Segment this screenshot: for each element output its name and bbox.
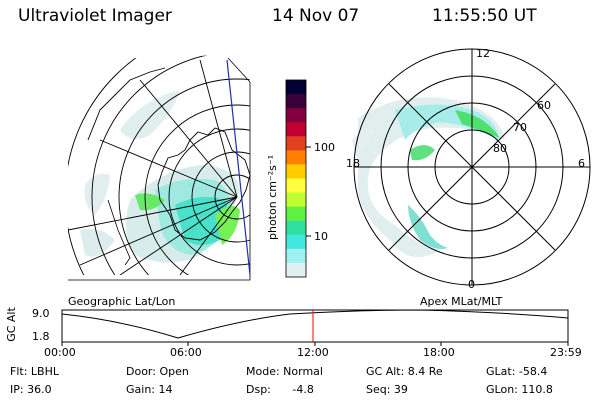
colorbar-segment xyxy=(286,178,306,194)
dsp-status: Dsp: -4.8 xyxy=(246,383,314,396)
timeline-xtick-1800: 18:00 xyxy=(423,346,455,359)
dsp-label: Dsp: xyxy=(246,383,271,396)
filter-status: Flt: LBHL xyxy=(10,365,59,378)
timeline-xtick-2359: 23:59 xyxy=(550,346,582,359)
glat-status: GLat: -58.4 xyxy=(486,365,548,378)
colorbar-segment xyxy=(286,80,306,95)
colorbar-unit-label: photon cm⁻²s⁻¹ xyxy=(266,154,279,240)
graticule-lines xyxy=(68,55,250,275)
colorbar-segment xyxy=(286,234,306,250)
colorbar-segment xyxy=(286,136,306,151)
mode-status: Mode: Normal xyxy=(246,365,323,378)
timeline-ytick-high: 9.0 xyxy=(32,307,50,320)
colorbar-tick-100: 100 xyxy=(314,141,335,154)
colorbar-segment xyxy=(286,206,306,222)
satellite-track-line xyxy=(226,59,251,276)
gc-altitude-timeline xyxy=(61,309,569,346)
coastline-fragment xyxy=(107,199,131,266)
timeline-ylabel: GC Alt xyxy=(4,307,18,342)
coastline xyxy=(157,127,251,241)
colorbar-segment xyxy=(286,164,306,179)
instrument-title: Ultraviolet Imager xyxy=(18,6,172,26)
mlt-diag-2 xyxy=(388,83,556,251)
colorbar-segment xyxy=(286,192,306,208)
mlt-label-18: 18 xyxy=(346,157,360,170)
mlt-label-6: 6 xyxy=(578,157,585,170)
seq-status: Seq: 39 xyxy=(366,383,408,396)
colorbar-segment xyxy=(286,262,306,278)
mlat-label-60: 60 xyxy=(537,99,551,112)
mlt-label-0: 0 xyxy=(468,278,475,291)
mlat-label-80: 80 xyxy=(493,142,507,155)
colorbar-segment xyxy=(286,220,306,236)
colorbar xyxy=(285,79,311,278)
dsp-value: -4.8 xyxy=(292,383,314,396)
ip-status: IP: 36.0 xyxy=(10,383,52,396)
timeline-xtick-0600: 06:00 xyxy=(170,346,202,359)
mlat-label-70: 70 xyxy=(513,121,527,134)
gc-alt-status: GC Alt: 8.4 Re xyxy=(366,365,443,378)
colorbar-segment xyxy=(286,122,306,137)
door-status: Door: Open xyxy=(126,365,189,378)
geographic-panel-label: Geographic Lat/Lon xyxy=(68,295,176,308)
timeline-xtick-0000: 00:00 xyxy=(44,346,76,359)
colorbar-segment xyxy=(286,108,306,123)
gain-status: Gain: 14 xyxy=(126,383,173,396)
colorbar-tick-10: 10 xyxy=(314,230,328,243)
timeline-ytick-low: 1.8 xyxy=(32,330,50,343)
colorbar-segment xyxy=(286,248,306,264)
colorbar-segment xyxy=(286,150,306,165)
geographic-map-panel xyxy=(68,55,251,281)
timeline-xtick-1200: 12:00 xyxy=(297,346,329,359)
altitude-curve xyxy=(61,309,569,339)
colorbar-segment xyxy=(286,94,306,109)
glon-status: GLon: 110.8 xyxy=(486,383,553,396)
map-boundary xyxy=(68,57,251,281)
mlt-label-12: 12 xyxy=(476,47,490,60)
apex-panel-label: Apex MLat/MLT xyxy=(420,295,503,308)
coastline-outer xyxy=(87,67,166,141)
time-label: 11:55:50 UT xyxy=(432,6,537,26)
polar-mlat-mlt-panel xyxy=(352,48,591,286)
date-label: 14 Nov 07 xyxy=(272,6,360,26)
